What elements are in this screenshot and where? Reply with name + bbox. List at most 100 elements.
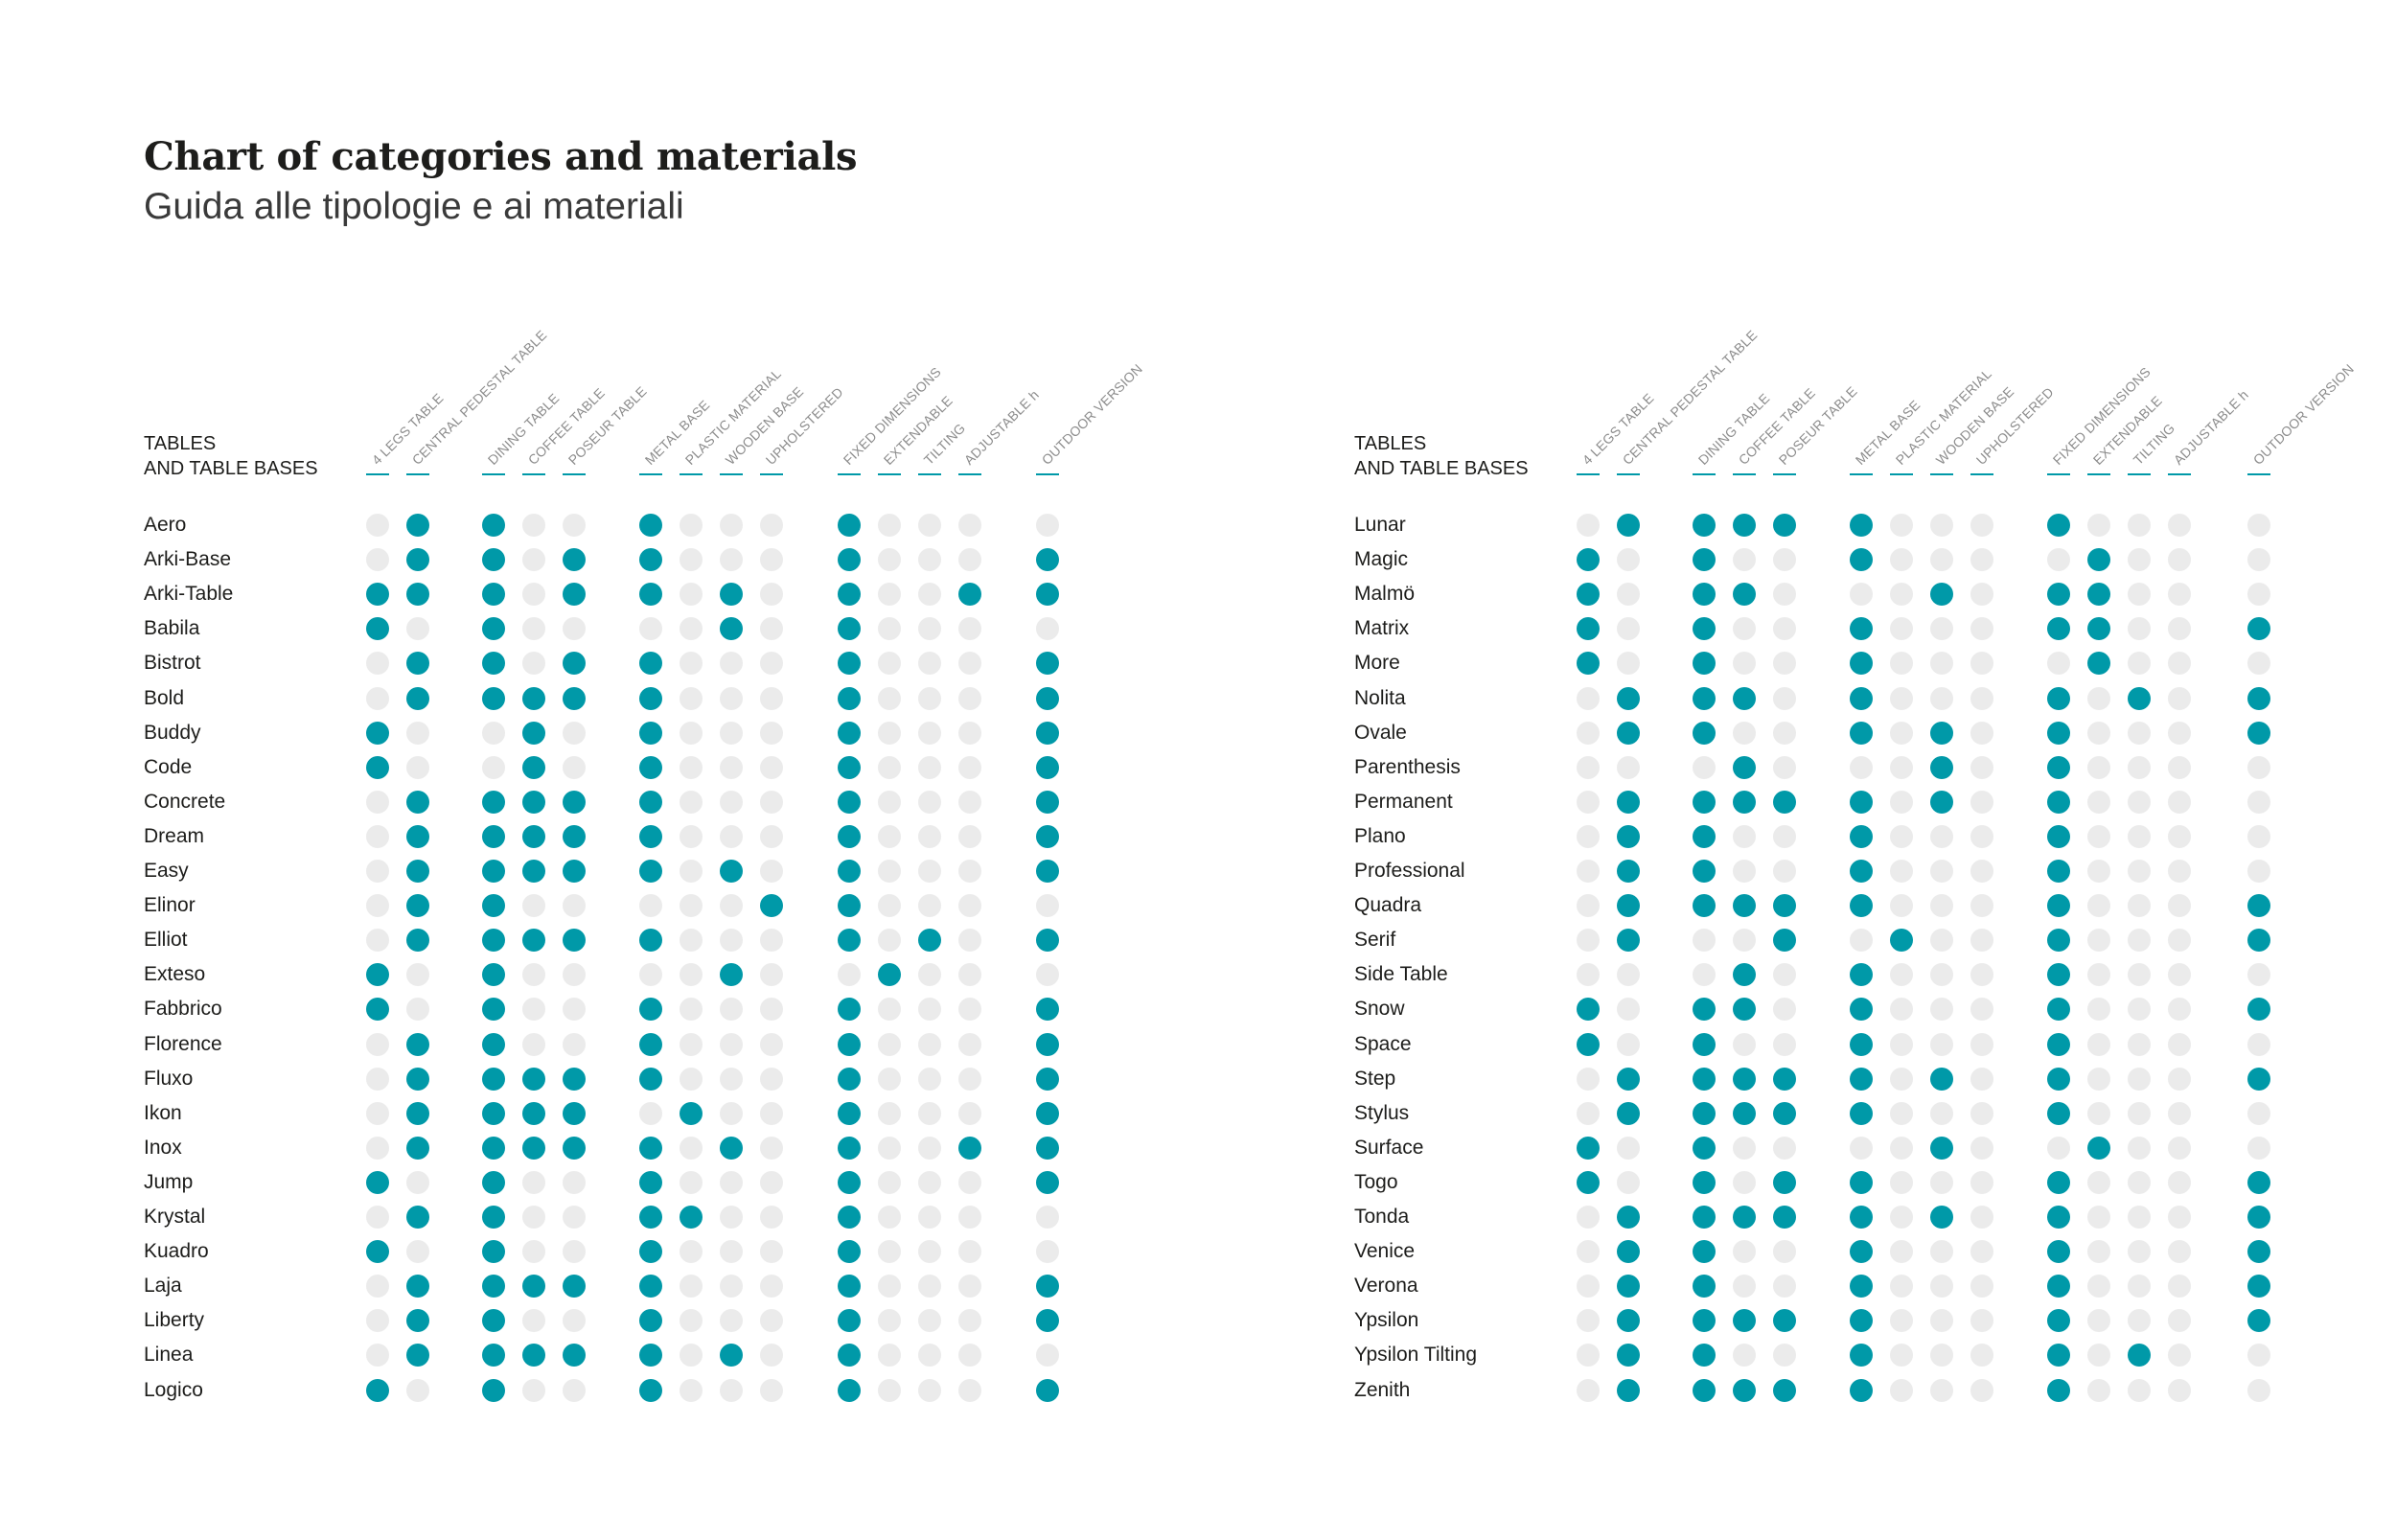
dot-dream-4-legs-table [366,824,389,848]
dot-serif-plastic-material [1890,929,1913,953]
column-tick [838,473,861,475]
dot-plano-extendable [2087,824,2110,848]
dot-elinor-plastic-material [680,894,703,918]
dot-exteso-upholstered [760,963,783,987]
dot-step-fixed-dimensions [2047,1067,2070,1091]
dot-easy-upholstered [760,860,783,883]
dot-bistrot-plastic-material [680,652,703,676]
dot-ikon-wooden-base [720,1101,743,1125]
dot-logico-dining-table [482,1378,505,1402]
dot-inox-dining-table [482,1136,505,1160]
dot-krystal-tilting [918,1206,941,1229]
dot-nolita-tilting [2128,686,2151,710]
dot-buddy-upholstered [760,721,783,745]
dot-snow-central-pedestal-table [1617,998,1640,1022]
column-label-tilting: TILTING [920,420,969,468]
dot-arki-base-tilting [918,548,941,572]
dot-krystal-outdoor-version [1036,1206,1059,1229]
dot-arki-table-4-legs-table [366,583,389,607]
dot-parenthesis-extendable [2087,755,2110,779]
dot-parenthesis-dining-table [1693,755,1716,779]
dot-lunar-metal-base [1850,514,1873,537]
dot-ypsilon-plastic-material [1890,1309,1913,1333]
dot-linea-4-legs-table [366,1344,389,1368]
dot-kuadro-adjustable-h [958,1240,981,1264]
dot-nolita-extendable [2087,686,2110,710]
dot-bold-adjustable-h [958,686,981,710]
dot-stylus-poseur-table [1773,1101,1796,1125]
dot-laja-dining-table [482,1275,505,1299]
row-header-line: TABLES [1354,433,1427,454]
dot-buddy-dining-table [482,721,505,745]
dot-concrete-coffee-table [522,790,545,814]
dot-lunar-plastic-material [1890,514,1913,537]
dot-snow-fixed-dimensions [2047,998,2070,1022]
dot-surface-adjustable-h [2168,1136,2191,1160]
dot-fabbrico-adjustable-h [958,998,981,1022]
column-label-plastic-material: PLASTIC MATERIAL [1892,365,1995,468]
dot-zenith-wooden-base [1930,1378,1953,1402]
dot-laja-4-legs-table [366,1275,389,1299]
dot-arki-table-fixed-dimensions [838,583,861,607]
dot-bold-4-legs-table [366,686,389,710]
row-label-zenith: Zenith [1354,1378,1411,1401]
dot-elinor-coffee-table [522,894,545,918]
dot-side-table-tilting [2128,963,2151,987]
dot-step-upholstered [1970,1067,1993,1091]
dot-fluxo-upholstered [760,1067,783,1091]
dot-dream-metal-base [639,824,662,848]
dot-ovale-coffee-table [1733,721,1756,745]
dot-elliot-4-legs-table [366,929,389,953]
dot-ovale-wooden-base [1930,721,1953,745]
dot-verona-upholstered [1970,1275,1993,1299]
column-tick [2047,473,2070,475]
dot-ovale-outdoor-version [2247,721,2270,745]
dot-logico-plastic-material [680,1378,703,1402]
dot-quadra-plastic-material [1890,894,1913,918]
dot-bistrot-poseur-table [563,652,586,676]
dot-arki-base-fixed-dimensions [838,548,861,572]
dot-snow-extendable [2087,998,2110,1022]
dot-ikon-dining-table [482,1101,505,1125]
dot-dream-upholstered [760,824,783,848]
dot-malm-metal-base [1850,583,1873,607]
row-header: TABLES AND TABLE BASES [144,431,318,481]
column-tick [1036,473,1059,475]
row-label-arki-base: Arki-Base [144,548,232,571]
column-tick [1930,473,1953,475]
dot-tonda-fixed-dimensions [2047,1206,2070,1229]
column-label-extendable: EXTENDABLE [880,392,956,468]
row-label-concrete: Concrete [144,790,226,813]
dot-magic-upholstered [1970,548,1993,572]
dot-jump-dining-table [482,1170,505,1194]
dot-florence-metal-base [639,1032,662,1056]
dot-arki-table-tilting [918,583,941,607]
dot-nolita-poseur-table [1773,686,1796,710]
dot-laja-tilting [918,1275,941,1299]
dot-arki-base-plastic-material [680,548,703,572]
dot-parenthesis-metal-base [1850,755,1873,779]
dot-magic-wooden-base [1930,548,1953,572]
column-label-4-legs-table: 4 LEGS TABLE [368,390,447,468]
dot-professional-adjustable-h [2168,860,2191,883]
dot-ovale-dining-table [1693,721,1716,745]
dot-side-table-upholstered [1970,963,1993,987]
dot-jump-metal-base [639,1170,662,1194]
dot-arki-table-extendable [878,583,901,607]
dot-ypsilon-wooden-base [1930,1309,1953,1333]
dot-exteso-plastic-material [680,963,703,987]
dot-lunar-dining-table [1693,514,1716,537]
dot-ovale-upholstered [1970,721,1993,745]
dot-permanent-plastic-material [1890,790,1913,814]
column-label-wooden-base: WOODEN BASE [1932,383,2017,468]
dot-kuadro-upholstered [760,1240,783,1264]
dot-plano-adjustable-h [2168,824,2191,848]
dot-buddy-tilting [918,721,941,745]
dot-liberty-4-legs-table [366,1309,389,1333]
dot-stylus-metal-base [1850,1101,1873,1125]
dot-fluxo-outdoor-version [1036,1067,1059,1091]
dot-ypsilon-tilting-outdoor-version [2247,1344,2270,1368]
dot-matrix-outdoor-version [2247,617,2270,641]
dot-elliot-central-pedestal-table [406,929,429,953]
